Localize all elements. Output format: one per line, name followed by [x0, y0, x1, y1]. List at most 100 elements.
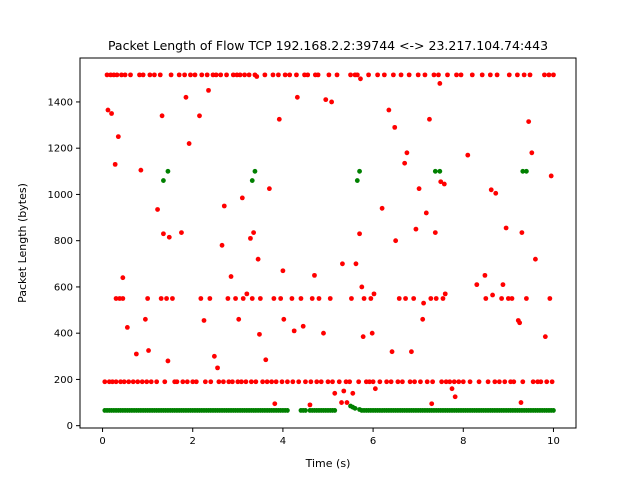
data-point — [263, 357, 269, 363]
data-point — [443, 379, 449, 385]
data-point — [235, 379, 241, 385]
data-point — [146, 348, 151, 353]
data-point — [308, 379, 314, 385]
data-point — [174, 379, 180, 385]
data-point — [291, 328, 297, 334]
data-point — [211, 353, 217, 359]
data-point — [120, 275, 126, 281]
data-point — [184, 379, 190, 385]
data-point — [449, 386, 455, 392]
data-point — [300, 323, 306, 329]
x-tick-label: 0 — [99, 436, 105, 447]
data-point — [514, 72, 520, 78]
data-point — [517, 320, 523, 326]
data-point — [224, 72, 229, 78]
data-point — [165, 358, 171, 364]
data-point — [138, 167, 144, 173]
data-point — [437, 168, 443, 174]
data-point — [389, 349, 395, 355]
data-point — [375, 72, 380, 78]
data-point — [519, 230, 525, 235]
data-point — [479, 72, 485, 78]
data-point — [113, 296, 119, 301]
data-point — [162, 379, 168, 385]
data-point — [207, 296, 213, 301]
data-point — [551, 408, 556, 413]
y-tick-label: 400 — [54, 329, 73, 340]
data-point — [115, 134, 121, 140]
plot-frame — [79, 57, 577, 429]
data-point — [204, 72, 210, 78]
data-point — [407, 379, 413, 385]
data-point — [350, 390, 356, 396]
data-point — [276, 72, 281, 78]
data-point — [164, 296, 169, 301]
data-point — [499, 296, 504, 301]
data-point — [487, 72, 493, 78]
data-point — [280, 268, 286, 274]
data-point — [395, 379, 401, 385]
data-point — [186, 141, 192, 146]
data-point — [442, 291, 448, 297]
data-point — [357, 231, 362, 237]
data-point — [400, 379, 405, 385]
data-point — [281, 316, 287, 322]
data-point — [233, 296, 238, 301]
data-point — [361, 296, 367, 301]
data-point — [402, 160, 408, 166]
data-point — [483, 296, 489, 301]
data-point — [493, 190, 499, 196]
data-point — [326, 72, 332, 78]
data-point — [332, 390, 338, 396]
data-point — [142, 316, 148, 322]
data-point — [289, 296, 295, 301]
data-point — [447, 379, 453, 385]
data-point — [520, 379, 526, 385]
data-point — [354, 178, 360, 183]
data-point — [255, 256, 261, 262]
data-point — [496, 379, 502, 385]
data-point — [454, 72, 459, 78]
data-point — [126, 379, 132, 385]
data-point — [439, 379, 445, 385]
data-point — [542, 334, 548, 340]
data-point — [438, 179, 444, 185]
data-point — [270, 72, 276, 78]
data-point — [482, 272, 488, 278]
data-point — [285, 379, 290, 385]
data-point — [119, 72, 124, 78]
y-tick-label: 800 — [54, 236, 73, 247]
data-point — [430, 379, 436, 385]
data-point — [137, 72, 142, 78]
data-point — [213, 72, 219, 78]
data-point — [422, 72, 428, 78]
data-point — [336, 379, 342, 385]
data-point — [124, 325, 130, 330]
data-point — [544, 379, 550, 385]
data-point — [183, 94, 189, 100]
data-point — [307, 402, 313, 408]
data-point — [485, 379, 491, 385]
data-point — [248, 379, 254, 385]
data-point — [287, 72, 293, 78]
data-point — [503, 225, 509, 231]
data-point — [334, 72, 340, 78]
data-point — [305, 72, 311, 78]
data-point — [104, 72, 110, 78]
data-point — [332, 408, 338, 413]
data-point — [221, 203, 227, 209]
data-point — [547, 296, 553, 301]
data-point — [157, 72, 163, 78]
data-point — [551, 72, 556, 78]
data-point — [166, 234, 172, 240]
y-axis-label: Packet Length (bytes) — [16, 183, 29, 303]
data-point — [379, 205, 385, 211]
data-point — [500, 282, 506, 288]
data-point — [521, 72, 527, 78]
data-point — [488, 187, 494, 193]
data-point — [325, 379, 331, 385]
data-point — [230, 72, 236, 78]
data-point — [542, 72, 547, 78]
data-point — [511, 379, 517, 385]
data-point — [529, 150, 535, 156]
